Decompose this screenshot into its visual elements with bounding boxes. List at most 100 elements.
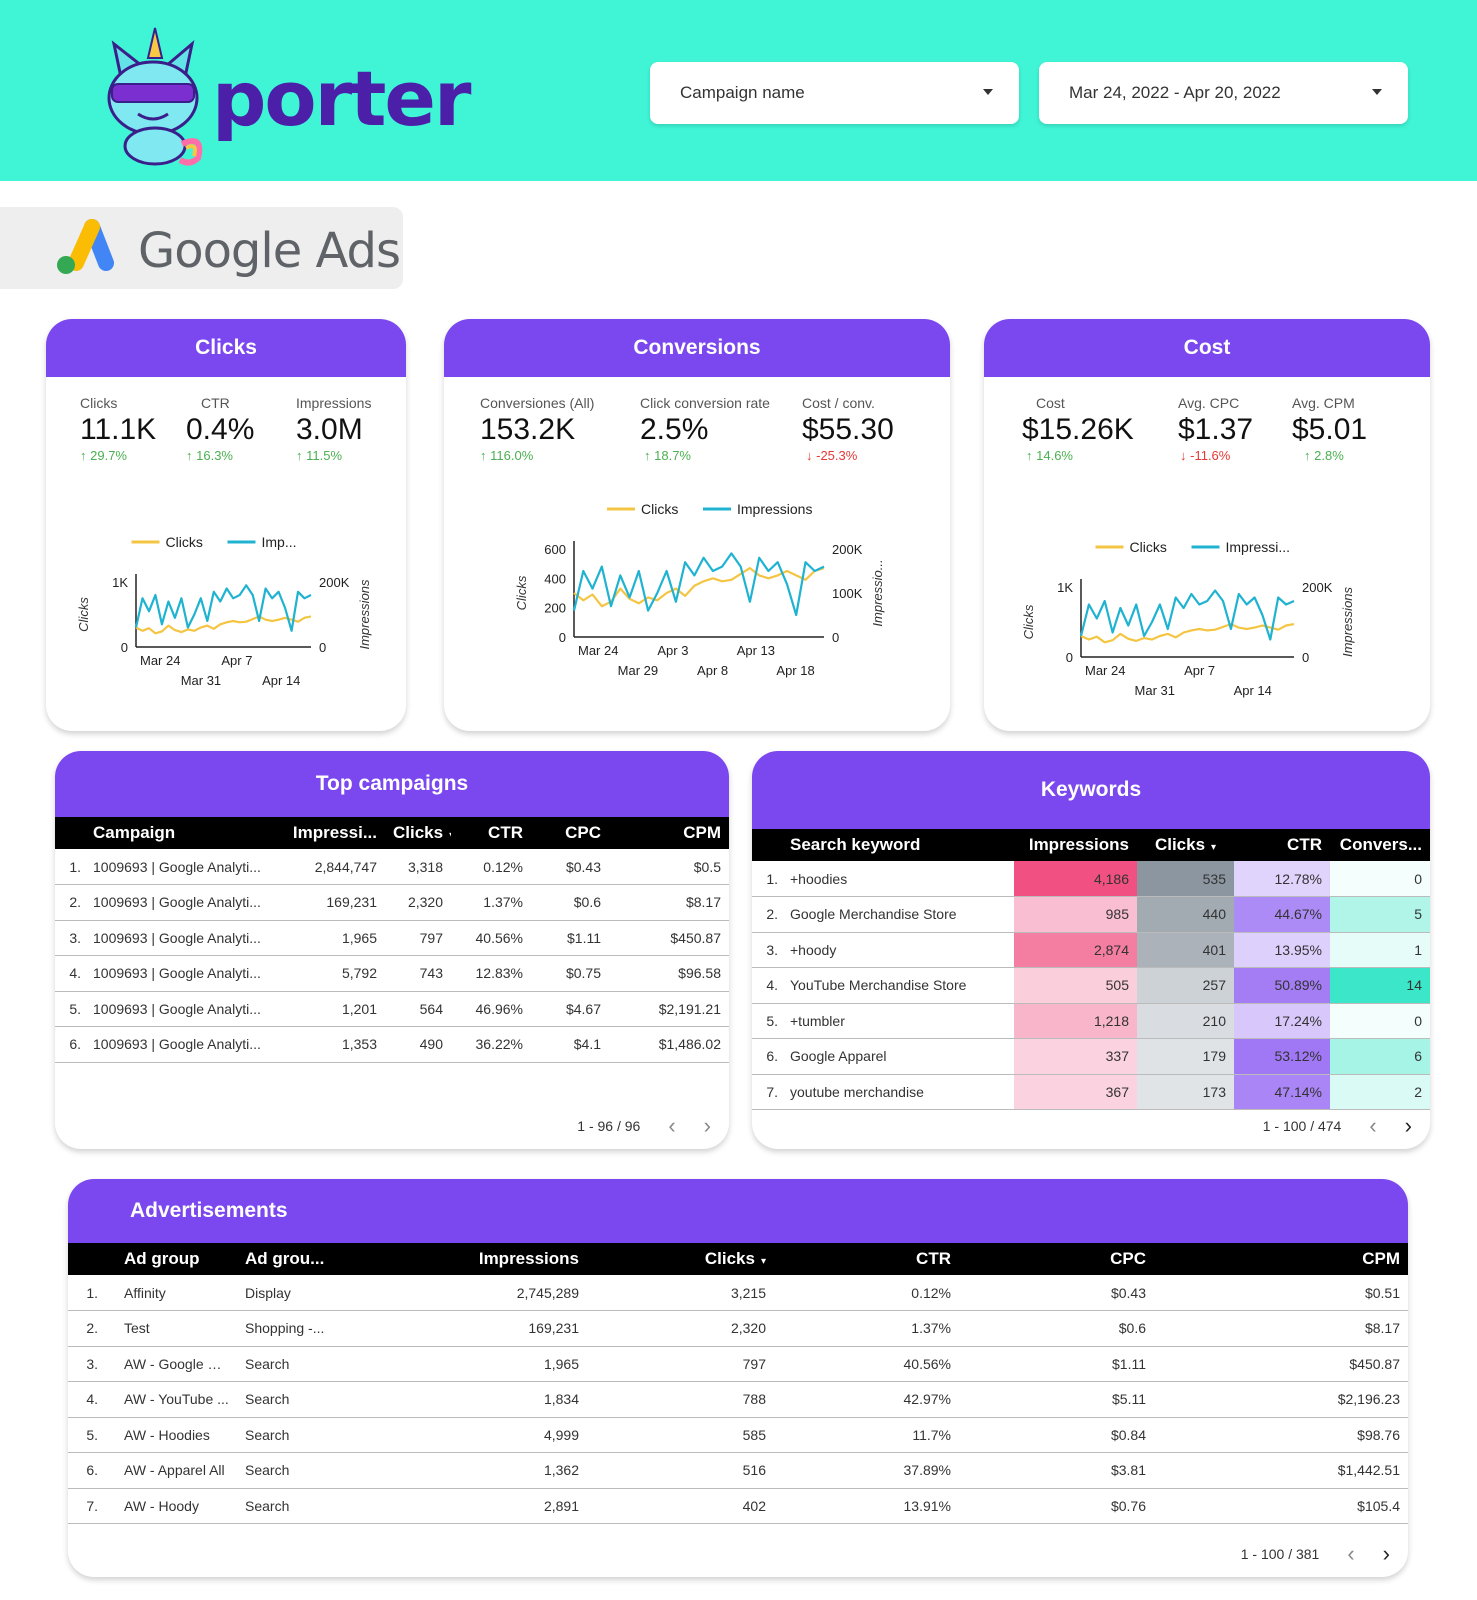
table-cell: 257 [1137, 967, 1234, 1004]
table-cell: Test [102, 1310, 237, 1347]
column-header-campaign[interactable]: Campaign [85, 817, 283, 849]
table-cell: 3,022 [283, 1062, 385, 1075]
table-row[interactable]: 8.AW - TumblerSearch1,60026316.44%$1.59$… [68, 1523, 1408, 1525]
chevron-left-icon[interactable]: ‹ [1369, 1113, 1377, 1138]
column-header-ad-group[interactable]: Ad group [102, 1243, 237, 1275]
table-cell: $4.67 [531, 991, 609, 1027]
column-header-ctr[interactable]: CTR [774, 1243, 959, 1275]
x-tick-label: Mar 31 [181, 673, 221, 688]
column-header-impressions[interactable]: Impressions [1014, 829, 1137, 861]
column-header-clicks[interactable]: Clicks▾ [1137, 829, 1234, 861]
advertisements-body: 1. Affinity Display 2,745,289 3,215 0.12% $0.4… [68, 1275, 1408, 1525]
column-header-clicks[interactable]: Clicks▾ [385, 817, 451, 849]
table-row[interactable]: 5. 1009693 | Google Analyti... 1,201 564 46.… [55, 991, 729, 1027]
table-row[interactable]: 3. +hoody 2,874 401 13.95% 1 [752, 932, 1430, 968]
card-title: Keywords [752, 751, 1430, 829]
column-header-ctr[interactable]: CTR [451, 817, 531, 849]
porter-logo[interactable]: porter [100, 26, 471, 166]
brand-name: porter [212, 54, 471, 143]
kpi-label: Click conversion rate [640, 395, 770, 411]
table-cell: 4. [752, 967, 782, 1004]
column-header-ad-group-type[interactable]: Ad grou... [237, 1243, 397, 1275]
kpi-change: ↑ 14.6% [1026, 448, 1073, 463]
table-row[interactable]: 2. Test Shopping -... 169,231 2,320 1.37% $0.6… [68, 1310, 1408, 1347]
table-row[interactable]: 3. AW - Google Br... Search 1,965 797 40.56% $… [68, 1346, 1408, 1382]
table-row[interactable]: 7. AW - Hoody Search 2,891 402 13.91% $0.76 $10… [68, 1488, 1408, 1524]
table-cell: AW - Google Br... [102, 1346, 237, 1382]
table-row[interactable]: 6. 1009693 | Google Analyti... 1,353 490 36.… [55, 1026, 729, 1063]
column-header-conversions[interactable]: Convers... [1330, 829, 1430, 861]
table-row[interactable]: 4. 1009693 | Google Analyti... 5,792 743 12.… [55, 955, 729, 992]
table-row[interactable]: 5. AW - Hoodies Search 4,999 585 11.7% $0.84 $9… [68, 1417, 1408, 1453]
google-ads-logo-icon [57, 219, 114, 274]
table-cell: 44.67% [1234, 896, 1330, 933]
table-row[interactable]: 5. +tumbler 1,218 210 17.24% 0 [752, 1003, 1430, 1039]
chevron-left-icon[interactable]: ‹ [1347, 1541, 1355, 1566]
pager-range: 1 - 96 / 96 [577, 1118, 641, 1134]
legend-label-clicks: Clicks [166, 534, 203, 550]
table-cell: 402 [587, 1488, 774, 1524]
table-row[interactable]: 6. Google Apparel 337 179 53.12% 6 [752, 1038, 1430, 1075]
series-line-impressions [572, 552, 825, 617]
table-cell: $0.5 [609, 849, 729, 885]
table-cell: 7. [68, 1488, 102, 1524]
table-cell: $8.17 [1154, 1310, 1408, 1347]
table-row[interactable]: 2. 1009693 | Google Analyti... 169,231 2,32… [55, 884, 729, 921]
table-row[interactable]: 3. 1009693 | Google Analyti... 1,965 797 40.… [55, 920, 729, 956]
chevron-right-icon[interactable]: › [1404, 1113, 1412, 1138]
table-header-row: Search keyword Impressions Clicks ▾ CTR C… [752, 829, 1430, 861]
date-range-label: Mar 24, 2022 - Apr 20, 2022 [1069, 83, 1281, 102]
legend-label-impressions: Impressions [737, 501, 812, 517]
table-row[interactable]: 4. AW - YouTube ... Search 1,834 788 42.97% $5… [68, 1381, 1408, 1418]
table-row[interactable]: 6. AW - Apparel All Search 1,362 516 37.89% $3… [68, 1452, 1408, 1489]
table-cell: $93.94 [609, 1062, 729, 1075]
kpi-label: CTR [201, 395, 230, 411]
table-row[interactable]: 7. youtube merchandise 367 173 47.14% 2 [752, 1074, 1430, 1110]
column-header-cpm[interactable]: CPM [609, 817, 729, 849]
table-cell: 1.37% [774, 1310, 959, 1347]
table-row[interactable]: 1. +hoodies 4,186 535 12.78% 0 [752, 861, 1430, 897]
card-title: Advertisements [68, 1179, 1408, 1243]
chevron-right-icon[interactable]: › [1382, 1541, 1390, 1566]
clicks-card: Clicks Clicks 11.1K ↑ 29.7% CTR 0.4% ↑ 1… [46, 319, 406, 731]
y-right-axis-title: Impressions [357, 579, 372, 650]
table-cell: $1,486.02 [609, 1026, 729, 1063]
column-header-cpc[interactable]: CPC [531, 817, 609, 849]
table-cell: Search [237, 1417, 397, 1453]
series-line-clicks [135, 615, 312, 635]
kpi-row: Cost $15.26K ↑ 14.6% Avg. CPC $1.37 ↓ -1… [984, 377, 1430, 487]
table-row[interactable]: 7.1009693 | Google Analyti...3,02237912.… [55, 1062, 729, 1075]
table-cell: 3. [68, 1346, 102, 1382]
y-right-tick-label: 200K [832, 542, 863, 557]
table-cell: 1009693 | Google Analyti... [85, 955, 283, 992]
campaign-name-dropdown[interactable]: Campaign name [650, 62, 1019, 124]
chevron-left-icon[interactable]: ‹ [668, 1113, 676, 1138]
card-title: Cost [984, 319, 1430, 377]
table-cell: 1.37% [451, 884, 531, 921]
column-header-cpm[interactable]: CPM [1154, 1243, 1408, 1275]
table-cell: $1.11 [531, 920, 609, 956]
date-range-dropdown[interactable]: Mar 24, 2022 - Apr 20, 2022 [1039, 62, 1408, 124]
chevron-right-icon[interactable]: › [703, 1113, 711, 1138]
column-header-impressions[interactable]: Impressi... [283, 817, 385, 849]
y-left-axis-title: Clicks [76, 597, 91, 632]
table-cell: 13.91% [774, 1488, 959, 1524]
table-cell: +tumbler [782, 1003, 1014, 1039]
column-header-ctr[interactable]: CTR [1234, 829, 1330, 861]
unicorn-cat-icon [107, 27, 203, 166]
table-cell: 2,874 [1014, 932, 1137, 968]
column-header-clicks[interactable]: Clicks▾ [587, 1243, 774, 1275]
column-header-cpc[interactable]: CPC [959, 1243, 1154, 1275]
x-tick-label: Apr 3 [657, 643, 688, 658]
table-cell: 8. [68, 1523, 102, 1525]
column-header-search-keyword[interactable]: Search keyword [782, 829, 1014, 861]
table-row[interactable]: 4. YouTube Merchandise Store 505 257 50.89% 1… [752, 967, 1430, 1004]
table-row[interactable]: 1. Affinity Display 2,745,289 3,215 0.12% $0.4… [68, 1275, 1408, 1311]
table-row[interactable]: 1. 1009693 | Google Analyti... 2,844,747 3,… [55, 849, 729, 885]
column-header-impressions[interactable]: Impressions [397, 1243, 587, 1275]
cost-line-chart: Clicks Impressi... 0 1K 0 200K Clicks Impressio… [1021, 539, 1355, 698]
table-cell: 367 [1014, 1074, 1137, 1110]
table-row[interactable]: 2. Google Merchandise Store 985 440 44.67% 5 [752, 896, 1430, 933]
table-cell: $1,442.51 [1154, 1452, 1408, 1489]
y-right-tick-label: 0 [319, 640, 326, 655]
